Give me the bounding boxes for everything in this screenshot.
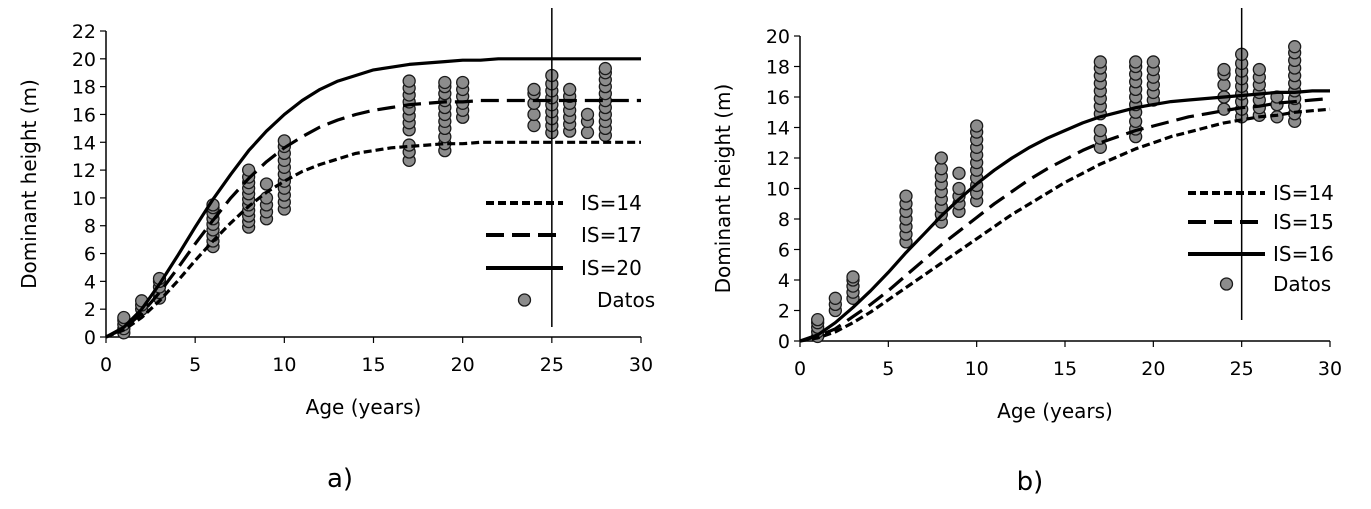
data-point: [242, 163, 256, 177]
data-point: [1093, 55, 1107, 69]
panel-caption: a): [327, 464, 353, 494]
data-point: [527, 107, 541, 122]
x-tick-label: 20: [1141, 358, 1165, 380]
y-tick-label: 14: [72, 132, 96, 154]
y-tick-label: 6: [84, 244, 96, 266]
data-point: [117, 310, 131, 325]
y-tick-label: 14: [766, 118, 790, 140]
x-tick-label: 10: [272, 354, 296, 376]
data-point: [456, 75, 470, 90]
legend-label-datos: Datos: [597, 288, 655, 312]
x-tick-label: 5: [189, 354, 201, 376]
y-axis-title: Dominant height (m): [17, 79, 41, 289]
data-point: [438, 75, 452, 90]
data-point: [970, 119, 984, 133]
data-point: [527, 82, 541, 97]
y-tick-label: 4: [778, 270, 790, 292]
legend-label-2: IS=17: [581, 223, 642, 247]
x-tick-label: 30: [1318, 358, 1342, 380]
y-tick-label: 18: [72, 77, 96, 99]
data-point: [527, 118, 541, 133]
data-point: [580, 125, 595, 140]
x-tick-label: 15: [1053, 358, 1077, 380]
data-point: [402, 74, 416, 88]
legend-label-2: IS=15: [1273, 210, 1334, 234]
data-point: [563, 82, 577, 97]
data-point: [934, 151, 948, 165]
data-point: [1288, 40, 1302, 54]
data-point: [1129, 55, 1143, 69]
data-point: [598, 61, 612, 76]
legend-label-1: IS=14: [1273, 181, 1334, 205]
data-point: [952, 181, 966, 196]
x-tick-label: 30: [629, 354, 653, 376]
x-tick-label: 15: [361, 354, 385, 376]
y-tick-label: 2: [778, 301, 790, 323]
y-tick-label: 6: [778, 240, 790, 262]
x-tick-label: 0: [794, 358, 806, 380]
data-point: [846, 270, 860, 284]
data-point: [1093, 123, 1107, 138]
y-tick-label: 22: [72, 21, 96, 43]
y-axis-title: Dominant height (m): [711, 84, 735, 294]
series-line-2: [105, 98, 641, 339]
y-tick-label: 16: [766, 87, 790, 109]
y-tick-label: 12: [72, 160, 96, 182]
y-tick-label: 20: [766, 26, 790, 48]
series-line-1: [799, 107, 1331, 343]
data-point: [259, 177, 274, 191]
x-tick-label: 25: [1230, 358, 1254, 380]
series-line-3: [799, 89, 1330, 343]
panel-caption: b): [1017, 467, 1044, 497]
x-tick-label: 0: [100, 354, 112, 376]
legend-marker-datos: [1219, 277, 1234, 291]
x-tick-label: 5: [882, 358, 894, 380]
data-point: [1217, 62, 1231, 77]
chart-b: 0 2 4 6 8 10 12 14 16 18 20 0 5 10 15 20 25 30 Age (years)…: [711, 8, 1342, 497]
data-point: [899, 189, 913, 203]
y-tick-label: 10: [72, 188, 96, 210]
legend-label-1: IS=14: [581, 191, 642, 215]
legend-label-3: IS=20: [581, 256, 642, 280]
y-tick-label: 8: [84, 216, 96, 238]
x-axis-title: Age (years): [997, 399, 1113, 423]
legend-label-datos: Datos: [1273, 272, 1331, 296]
data-point: [580, 107, 595, 122]
data-point: [811, 312, 825, 327]
x-tick-label: 10: [965, 358, 989, 380]
y-tick-label: 4: [84, 271, 96, 293]
legend-marker-datos: [517, 293, 532, 307]
y-tick-label: 0: [84, 327, 96, 349]
data-point: [1252, 62, 1266, 77]
y-tick-label: 20: [72, 49, 96, 71]
chart-a: 0 2 4 6 8 10 12 14 16 18 20 22 0 5 10 15 20 25 30 Age (year…: [17, 8, 655, 494]
y-tick-label: 10: [766, 179, 790, 201]
y-tick-label: 2: [84, 299, 96, 321]
x-tick-label: 20: [451, 354, 475, 376]
data-point: [1146, 55, 1160, 69]
y-tick-label: 0: [778, 331, 790, 353]
x-axis-title: Age (years): [306, 395, 422, 419]
y-tick-label: 12: [766, 148, 790, 170]
y-tick-label: 8: [778, 209, 790, 231]
legend-label-3: IS=16: [1273, 242, 1334, 266]
y-tick-label: 18: [766, 57, 790, 79]
data-point: [828, 291, 842, 305]
x-tick-label: 25: [540, 354, 564, 376]
data-point: [952, 166, 966, 180]
y-tick-label: 16: [72, 104, 96, 126]
